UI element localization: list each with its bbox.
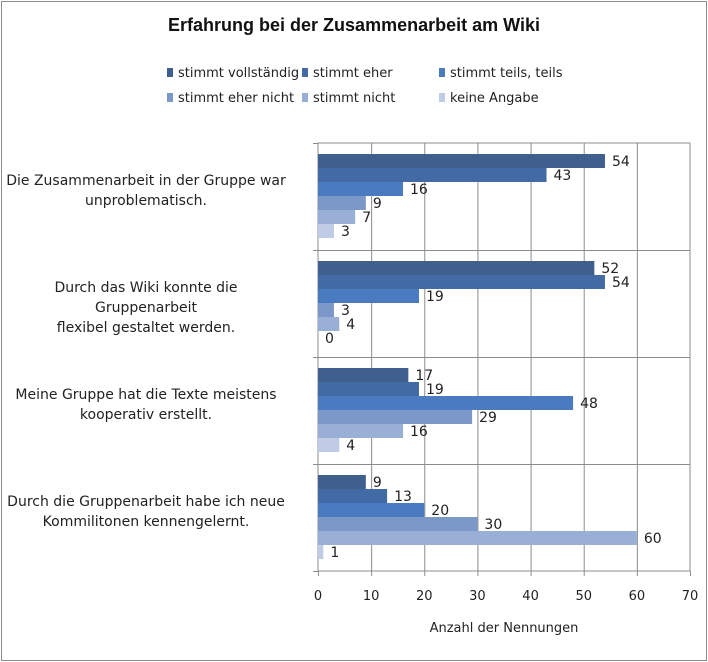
data-label: 54	[612, 154, 630, 170]
data-label: 60	[644, 531, 662, 547]
bar	[318, 289, 419, 303]
bar	[318, 368, 409, 382]
bar	[318, 438, 340, 452]
bar	[318, 410, 473, 424]
data-label: 1	[330, 545, 339, 561]
bar	[318, 396, 574, 410]
bar	[318, 382, 419, 396]
legend-label: keine Angabe	[450, 91, 539, 106]
bar	[318, 475, 366, 489]
legend-label: stimmt nicht	[313, 91, 396, 106]
data-label: 4	[346, 317, 355, 333]
x-tick-label: 20	[416, 589, 433, 604]
legend-item: stimmt teils, teils	[439, 66, 563, 82]
category-label-line: Die Zusammenarbeit in der Gruppe war	[6, 172, 286, 189]
data-label: 0	[325, 331, 334, 347]
legend-item: stimmt nicht	[302, 91, 395, 107]
bar	[318, 154, 605, 168]
legend-item: keine Angabe	[439, 91, 539, 107]
data-label: 48	[580, 396, 598, 412]
category-label-line: Meine Gruppe hat die Texte meistens	[15, 386, 277, 403]
bar	[318, 531, 637, 545]
category-label: Durch das Wiki konnte die Gruppenarbeit f…	[2, 278, 290, 338]
bar	[318, 196, 366, 210]
category-label-line: Kommilitonen kennengelernt.	[42, 513, 250, 530]
legend-label: stimmt vollständig	[178, 66, 300, 81]
legend-swatch	[167, 68, 173, 77]
legend-label: stimmt teils, teils	[450, 66, 563, 81]
x-tick-label: 50	[575, 589, 592, 604]
legend-item: stimmt eher nicht	[167, 91, 294, 107]
chart-title: Erfahrung bei der Zusammenarbeit am Wiki	[168, 15, 540, 35]
data-label: 43	[554, 168, 572, 184]
legend-item: stimmt vollständig	[167, 66, 299, 82]
bar	[318, 517, 478, 531]
data-label: 3	[341, 224, 350, 240]
bar	[318, 489, 388, 503]
data-label: 4	[346, 438, 355, 454]
category-label-line: Durch das Wiki konnte die Gruppenarbeit	[54, 279, 238, 316]
category-label-line: unproblematisch.	[85, 192, 207, 209]
x-tick-label: 0	[314, 589, 322, 604]
bar	[318, 275, 605, 289]
legend-swatch	[439, 93, 445, 102]
legend-swatch	[302, 93, 308, 102]
data-label: 9	[373, 475, 382, 491]
bar	[318, 168, 547, 182]
category-label: Durch die Gruppenarbeit habe ich neue Kom…	[2, 492, 290, 532]
bar	[318, 210, 356, 224]
data-label: 19	[426, 382, 444, 398]
data-label: 9	[373, 196, 382, 212]
bar	[318, 545, 324, 559]
legend-item: stimmt eher	[302, 66, 393, 82]
x-tick-label: 30	[469, 589, 486, 604]
category-label-line: Durch die Gruppenarbeit habe ich neue	[7, 493, 285, 510]
bar	[318, 224, 334, 238]
legend-swatch	[167, 93, 173, 102]
x-tick-label: 10	[363, 589, 380, 604]
data-label: 30	[484, 517, 502, 533]
data-label: 7	[362, 210, 371, 226]
x-tick-label: 40	[522, 589, 539, 604]
x-axis-title: Anzahl der Nennungen	[429, 621, 579, 636]
data-label: 19	[426, 289, 444, 305]
x-tick-label: 70	[682, 589, 699, 604]
category-label-line: kooperativ erstellt.	[79, 406, 213, 423]
data-label: 54	[612, 275, 630, 291]
data-label: 52	[601, 261, 619, 277]
data-label: 29	[479, 410, 497, 426]
bar	[318, 182, 404, 196]
legend-swatch	[302, 68, 308, 77]
category-label: Die Zusammenarbeit in der Gruppe war unpr…	[2, 171, 290, 211]
legend-swatch	[439, 68, 445, 77]
data-label: 17	[415, 368, 433, 384]
bar	[318, 424, 404, 438]
category-label-line: flexibel gestaltet werden.	[56, 319, 236, 336]
legend-label: stimmt eher	[313, 66, 393, 81]
bar	[318, 261, 595, 275]
legend-label: stimmt eher nicht	[178, 91, 295, 106]
data-label: 16	[410, 424, 428, 440]
bar	[318, 303, 334, 317]
data-label: 13	[394, 489, 412, 505]
x-tick-label: 60	[629, 589, 646, 604]
data-label: 3	[341, 303, 350, 319]
bar	[318, 503, 425, 517]
data-label: 16	[410, 182, 428, 198]
data-label: 20	[431, 503, 449, 519]
bar	[318, 317, 340, 331]
category-label: Meine Gruppe hat die Texte meistens koope…	[2, 385, 290, 425]
